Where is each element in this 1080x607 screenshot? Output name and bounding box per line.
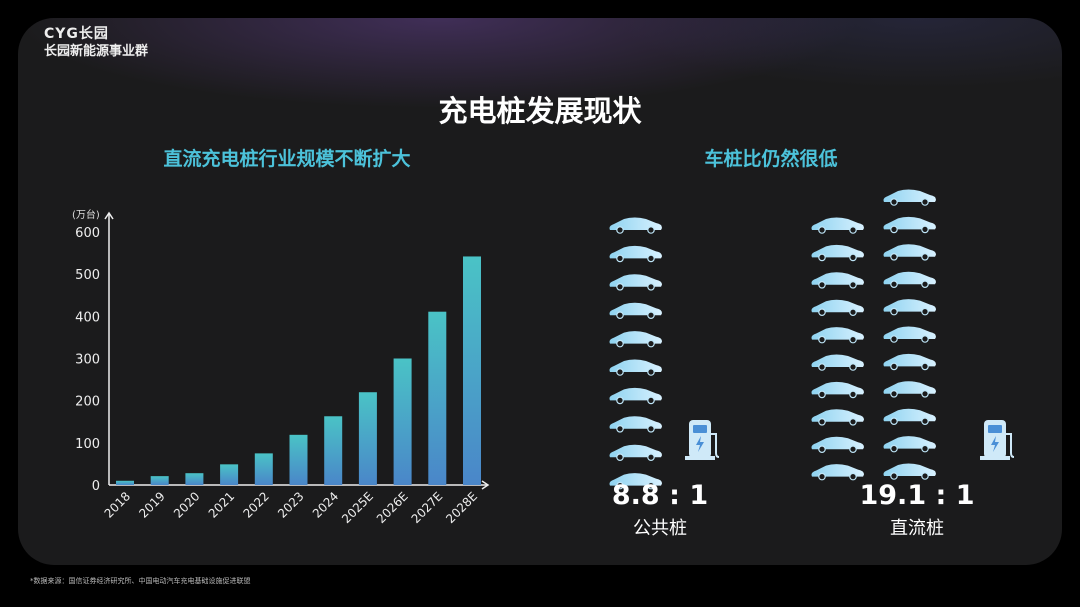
car-icon bbox=[811, 436, 864, 454]
y-tick-label: 0 bbox=[92, 479, 100, 494]
bar-2022 bbox=[254, 453, 273, 485]
y-tick-label: 300 bbox=[75, 353, 100, 368]
x-tick-label: 2020 bbox=[171, 489, 202, 520]
car-icon bbox=[609, 387, 662, 405]
car-icon bbox=[609, 331, 662, 348]
bar-2020 bbox=[185, 473, 204, 485]
bar-2028E bbox=[463, 256, 481, 485]
car-icon bbox=[609, 274, 662, 291]
x-tick-label: 2026E bbox=[374, 489, 411, 526]
car-icon bbox=[811, 299, 864, 317]
y-tick-label: 600 bbox=[75, 226, 100, 241]
y-axis-unit: (万台) bbox=[72, 208, 100, 221]
car-icon bbox=[883, 408, 936, 426]
logo-group: 长园新能源事业群 bbox=[44, 44, 149, 59]
logo-brand: CYG长园 bbox=[44, 26, 109, 42]
bar-2027E bbox=[428, 311, 447, 485]
bar-2023 bbox=[289, 434, 308, 485]
y-tick-label: 200 bbox=[75, 395, 100, 410]
x-tick-label: 2023 bbox=[275, 489, 306, 520]
car-icon bbox=[811, 244, 864, 262]
car-icon bbox=[811, 272, 864, 289]
car-icon bbox=[811, 381, 864, 399]
car-icon bbox=[609, 416, 662, 433]
bar-2026E bbox=[393, 358, 412, 485]
car-icon bbox=[609, 359, 662, 376]
car-icon bbox=[609, 302, 662, 320]
car-icon bbox=[811, 464, 864, 481]
x-tick-label: 2027E bbox=[409, 489, 446, 526]
y-tick-label: 500 bbox=[75, 268, 100, 283]
ratio-subtitle: 车桩比仍然很低 bbox=[704, 148, 838, 170]
car-icon bbox=[883, 381, 936, 398]
car-icon bbox=[883, 271, 936, 289]
y-tick-label: 400 bbox=[75, 310, 100, 325]
car-icon bbox=[883, 353, 936, 371]
x-tick-label: 2022 bbox=[240, 489, 271, 520]
bar-2025E bbox=[358, 392, 377, 485]
car-icon bbox=[811, 354, 864, 371]
ratio-public-label: 公共桩 bbox=[633, 518, 687, 539]
car-icon bbox=[609, 245, 662, 263]
car-icon bbox=[883, 326, 936, 343]
car-icon bbox=[811, 409, 864, 426]
footnote: *数据来源：国信证券经济研究所、中国电动汽车充电基础设施促进联盟 bbox=[30, 577, 251, 585]
car-icon bbox=[883, 244, 936, 261]
x-tick-label: 2028E bbox=[443, 489, 480, 526]
x-tick-label: 2018 bbox=[102, 489, 133, 520]
ev-charger-icon bbox=[685, 420, 720, 460]
car-icon bbox=[883, 189, 936, 206]
ratio-dc: 19.1 : 1 bbox=[859, 480, 975, 511]
x-tick-label: 2024 bbox=[310, 489, 341, 520]
bar-2019 bbox=[150, 476, 169, 485]
car-icon bbox=[883, 299, 936, 316]
page-title: 充电桩发展现状 bbox=[438, 94, 642, 128]
x-tick-label: 2025E bbox=[339, 489, 376, 526]
car-icon bbox=[609, 473, 662, 490]
car-icon bbox=[811, 217, 864, 234]
chart-subtitle: 直流充电桩行业规模不断扩大 bbox=[163, 148, 411, 170]
y-axis-arrow bbox=[104, 211, 114, 220]
car-icon bbox=[609, 217, 662, 234]
car-icon bbox=[883, 436, 936, 453]
x-tick-label: 2021 bbox=[206, 489, 237, 520]
ratio-dc-label: 直流桩 bbox=[890, 518, 944, 539]
car-icon bbox=[811, 327, 864, 344]
logo: CYG长园 长园新能源事业群 bbox=[44, 26, 148, 60]
bar-2024 bbox=[324, 416, 343, 485]
car-icon bbox=[609, 444, 662, 462]
car-icon bbox=[883, 463, 936, 480]
y-tick-label: 100 bbox=[75, 437, 100, 452]
x-tick-label: 2019 bbox=[136, 489, 167, 520]
bar-2021 bbox=[220, 464, 239, 485]
ev-charger-icon bbox=[980, 420, 1015, 460]
x-axis-arrow bbox=[481, 480, 490, 490]
bar-2018 bbox=[116, 480, 134, 485]
ratio-public: 8.8 : 1 bbox=[611, 480, 709, 511]
car-icon bbox=[883, 216, 936, 234]
